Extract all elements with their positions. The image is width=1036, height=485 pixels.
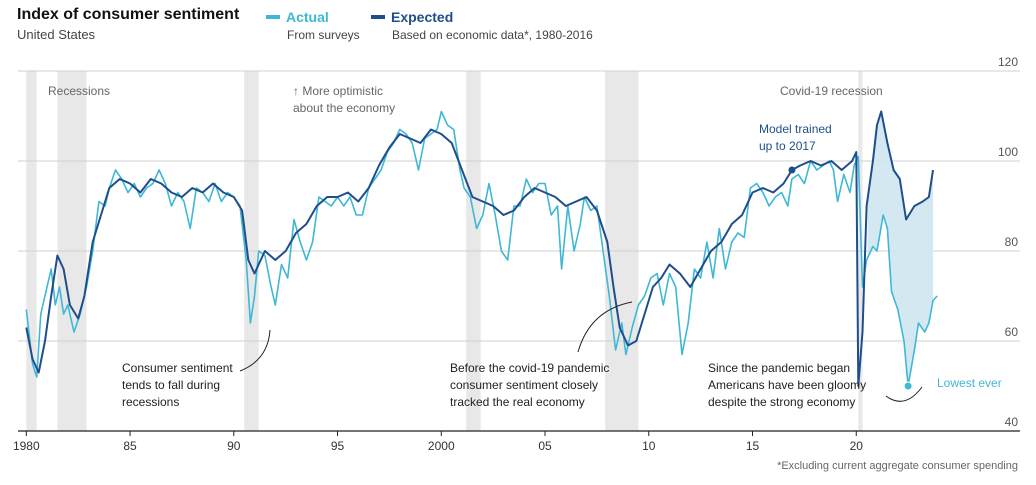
x-tick-label: 2000 [428, 439, 455, 453]
chart-subtitle: United States [17, 27, 96, 42]
series-line-actual [25, 110, 938, 387]
x-tick-label: 1980 [13, 439, 40, 453]
legend-label-actual: Actual [286, 8, 329, 25]
pandemic-note: consumer sentiment closely [450, 378, 598, 392]
pandemic-note: tracked the real economy [450, 395, 585, 409]
y-tick-label: 40 [1005, 415, 1019, 429]
legend-item-actual: Actual From surveys [266, 8, 360, 42]
legend-swatch-expected [371, 14, 385, 19]
gloomy-note: Americans have been gloomy [708, 378, 866, 392]
model-trained-label: up to 2017 [759, 139, 816, 153]
x-tick-label: 90 [227, 439, 241, 453]
recessions-label: Recessions [48, 84, 110, 98]
x-tick-label: 15 [746, 439, 760, 453]
lowest-ever-label: Lowest ever [937, 376, 1002, 390]
gap-area [867, 111, 934, 386]
covid-recession-label: Covid-19 recession [780, 84, 883, 98]
recession-note: Consumer sentiment [122, 361, 233, 375]
pandemic-note: Before the covid-19 pandemic [450, 361, 609, 375]
optimistic-label: ↑ More optimistic [293, 84, 383, 98]
y-tick-label: 120 [998, 55, 1018, 69]
legend-desc-expected: Based on economic data*, 1980-2016 [392, 28, 593, 42]
x-tick-label: 05 [538, 439, 552, 453]
y-tick-label: 80 [1005, 235, 1019, 249]
chart-title: Index of consumer sentiment [17, 6, 240, 23]
recession-note: recessions [122, 395, 179, 409]
x-tick-label: 10 [642, 439, 656, 453]
leader-gloomy [885, 386, 923, 402]
gloomy-note: Since the pandemic began [708, 361, 850, 375]
x-tick-label: 20 [850, 439, 864, 453]
footnote: *Excluding current aggregate consumer sp… [777, 460, 1018, 472]
legend-label-expected: Expected [391, 8, 454, 25]
legend-swatch-actual [266, 14, 280, 19]
leader-recession [239, 329, 271, 372]
series-line-expected [25, 110, 934, 387]
gloomy-note: despite the strong economy [708, 395, 855, 409]
x-tick-label: 95 [331, 439, 345, 453]
optimistic-label: about the economy [293, 101, 395, 115]
recession-note: tends to fall during [122, 378, 220, 392]
model-trained-label: Model trained [759, 122, 832, 136]
model-trained-point [788, 166, 796, 174]
lowest-ever-point [903, 381, 913, 391]
y-tick-label: 100 [998, 145, 1018, 159]
x-tick-label: 85 [123, 439, 137, 453]
leader-pandemic [577, 301, 633, 353]
legend-item-expected: Expected Based on economic data*, 1980-2… [371, 8, 593, 42]
legend-desc-actual: From surveys [287, 28, 360, 42]
y-tick-label: 60 [1005, 325, 1019, 339]
